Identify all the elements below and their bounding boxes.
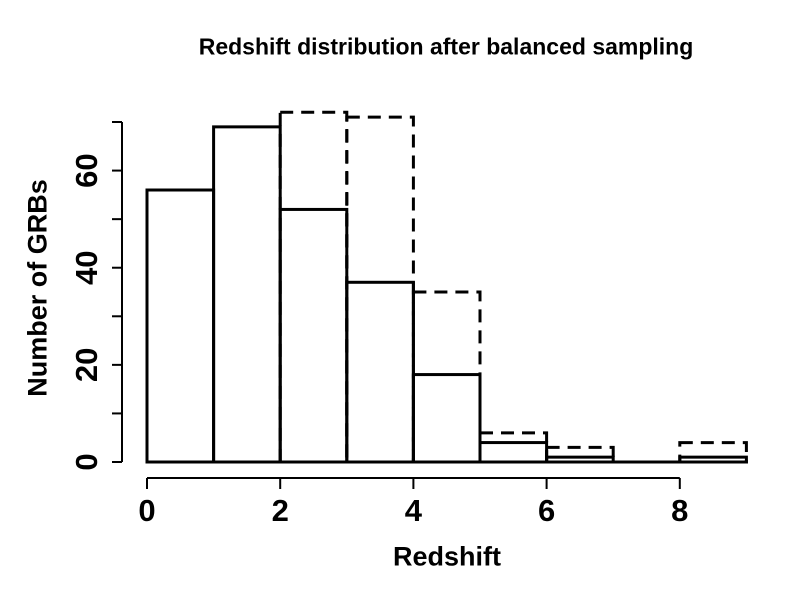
histogram-bar-dashed-bin-5 — [478, 431, 549, 464]
y-axis-title: Number of GRBs — [22, 179, 53, 397]
histogram-bar-dashed-bin-2 — [278, 110, 349, 464]
x-tick-label: 0 — [138, 493, 155, 528]
y-tick-label: 60 — [69, 153, 104, 187]
histogram-bar-solid-bin-4 — [411, 373, 482, 464]
histogram-bar-dashed-bin-4 — [411, 290, 482, 464]
histogram-bar-solid-bin-1 — [212, 125, 282, 464]
x-tick-label: 2 — [272, 493, 289, 528]
histogram-bar-solid-bin-2 — [278, 207, 349, 464]
histogram-bar-solid-bin-0 — [145, 188, 216, 464]
y-tick-label: 20 — [69, 348, 104, 382]
chart-title: Redshift distribution after balanced sam… — [198, 33, 694, 60]
y-tick-label: 40 — [69, 250, 104, 284]
y-tick-label: 0 — [69, 453, 104, 470]
histogram-bar-dashed-bin-6 — [545, 445, 615, 464]
histogram-bar-solid-bin-5 — [478, 441, 549, 464]
x-tick-label: 4 — [405, 493, 423, 528]
histogram-bar-dashed-bin-8 — [678, 441, 748, 464]
x-tick-label: 6 — [538, 493, 555, 528]
x-tick-label: 8 — [671, 493, 688, 528]
histogram-bar-solid-bin-3 — [345, 280, 415, 464]
x-axis-title: Redshift — [393, 541, 501, 572]
histogram-bar-dashed-bin-3 — [345, 115, 415, 464]
